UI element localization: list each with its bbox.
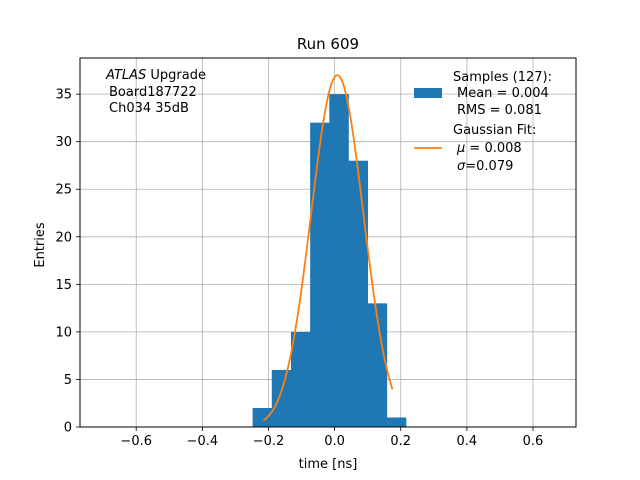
x-tick-label: −0.2 — [253, 434, 285, 449]
y-tick-label: 10 — [55, 325, 72, 340]
legend-fit-mu: μ = 0.008 — [456, 141, 522, 156]
annotation-line-3: Ch034 35dB — [109, 101, 189, 116]
legend-fit-title: Gaussian Fit: — [453, 123, 536, 138]
histogram-bar — [348, 160, 368, 427]
y-tick-label: 5 — [64, 373, 72, 388]
legend: Samples (127): Mean = 0.004 RMS = 0.081 … — [414, 70, 552, 174]
gaussian-fit-line — [262, 74, 394, 422]
legend-samples-mean: Mean = 0.004 — [457, 86, 549, 101]
histogram-bars — [252, 94, 407, 428]
x-tick-label: 0.2 — [390, 434, 411, 449]
chart-title: Run 609 — [297, 35, 359, 53]
x-tick-label: −0.4 — [187, 434, 219, 449]
legend-fit-sigma: σ=0.079 — [457, 159, 513, 174]
y-tick-label: 35 — [55, 88, 72, 103]
legend-sigma-value: =0.079 — [465, 159, 513, 174]
histogram-bar — [290, 331, 311, 427]
legend-mu-symbol: μ — [456, 141, 465, 156]
legend-samples-title: Samples (127): — [453, 70, 552, 85]
legend-samples-swatch — [414, 88, 442, 98]
x-tick-label: −0.6 — [120, 434, 152, 449]
plot-frame — [79, 57, 577, 428]
legend-samples-rms: RMS = 0.081 — [457, 103, 542, 118]
y-axis-label: Entries — [33, 222, 48, 268]
x-tick-label: 0.6 — [523, 434, 544, 449]
histogram-bar — [367, 303, 388, 427]
annotation-upgrade: Upgrade — [146, 68, 206, 83]
y-tick-label: 0 — [64, 421, 72, 436]
histogram-bar — [252, 407, 273, 427]
y-tick-label: 15 — [55, 278, 72, 293]
y-tick-label: 25 — [55, 183, 72, 198]
histogram-bar — [386, 417, 407, 427]
histogram-bar — [329, 94, 349, 428]
annotation-line-2: Board187722 — [109, 85, 197, 100]
x-tick-label: 0.4 — [457, 434, 478, 449]
annotation-box: ATLAS Upgrade Board187722 Ch034 35dB — [105, 68, 206, 116]
gaussian-fit — [262, 74, 394, 422]
x-tick-label: 0.0 — [324, 434, 345, 449]
legend-sigma-symbol: σ — [457, 159, 466, 174]
y-tick-label: 20 — [55, 230, 72, 245]
axis-ticks: −0.6 −0.4 −0.2 0.0 0.2 0.4 0.6 0 5 10 15 20 25 30 35 — [55, 88, 543, 449]
annotation-line-1: ATLAS Upgrade — [105, 68, 206, 83]
histogram-bar — [310, 122, 330, 427]
legend-mu-value: = 0.008 — [465, 141, 521, 156]
histogram-bar — [271, 369, 292, 427]
annotation-atlas: ATLAS — [105, 68, 146, 83]
x-axis-label: time [ns] — [299, 457, 358, 472]
y-tick-label: 30 — [55, 135, 72, 150]
